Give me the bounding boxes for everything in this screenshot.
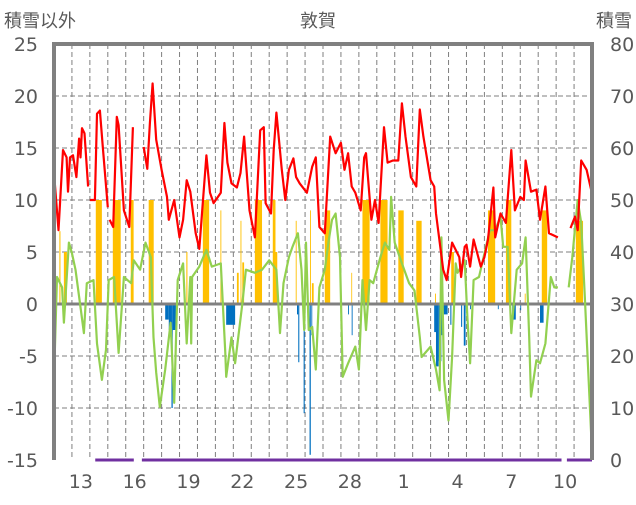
orange-bar <box>416 220 422 304</box>
x-tick-label: 7 <box>505 471 517 493</box>
x-tick-label: 25 <box>284 471 308 493</box>
orange-bar <box>362 200 370 304</box>
orange-bar <box>575 220 584 304</box>
blue-bar <box>298 304 300 363</box>
blue-bar <box>461 304 463 327</box>
right-tick-label: 40 <box>610 242 634 264</box>
orange-bar <box>380 200 388 304</box>
right-tick-label: 80 <box>610 34 634 56</box>
blue-bar <box>450 304 452 325</box>
blue-bar <box>463 304 466 346</box>
x-tick-label: 13 <box>69 471 93 493</box>
blue-bar <box>309 304 311 455</box>
left-y-axis: 25 20 15 10 5 0 -5 -10 -15 <box>7 34 38 472</box>
orange-bar <box>236 272 239 304</box>
x-tick-label: 1 <box>398 471 410 493</box>
orange-bar <box>487 210 496 304</box>
x-tick-label: 22 <box>230 471 254 493</box>
orange-bar <box>148 200 154 304</box>
orange-bar <box>524 293 526 304</box>
blue-bar <box>497 304 499 310</box>
right-tick-label: 70 <box>610 86 634 108</box>
x-tick-label: 28 <box>338 471 362 493</box>
right-tick-label: 60 <box>610 138 634 160</box>
left-tick-label: 15 <box>14 138 38 160</box>
left-tick-label: 10 <box>14 190 38 212</box>
right-y-axis: 80 70 60 50 40 30 20 10 0 <box>610 34 634 472</box>
gridlines <box>54 44 592 460</box>
left-tick-label: -10 <box>7 398 38 420</box>
blue-bar <box>443 304 448 315</box>
x-axis: 13 16 19 22 25 28 1 4 7 10 <box>69 471 577 493</box>
blue-bar <box>434 304 436 333</box>
orange-bar <box>254 200 263 304</box>
plot-border <box>52 42 594 460</box>
orange-bar <box>311 283 314 304</box>
right-axis-label: 積雪 <box>596 11 632 32</box>
orange-bar <box>310 210 311 304</box>
blue-bar <box>539 304 544 323</box>
right-tick-label: 0 <box>610 450 622 472</box>
left-tick-label: -5 <box>19 346 38 368</box>
orange-bar <box>451 252 454 304</box>
plot-frame <box>52 42 594 460</box>
x-tick-label: 4 <box>451 471 463 493</box>
x-tick-label: 16 <box>123 471 147 493</box>
orange-bar <box>240 220 242 304</box>
left-tick-label: -15 <box>7 450 38 472</box>
right-tick-label: 10 <box>610 398 634 420</box>
blue-bar <box>520 304 522 311</box>
right-tick-label: 50 <box>610 190 634 212</box>
bars <box>59 200 592 455</box>
orange-bar <box>95 200 102 304</box>
orange-bar <box>398 210 404 304</box>
blue-bar <box>311 304 313 336</box>
orange-bar <box>295 220 297 304</box>
blue-bar <box>303 304 305 414</box>
orange-bar <box>272 200 276 304</box>
red-series-line <box>52 82 593 282</box>
right-tick-label: 20 <box>610 346 634 368</box>
blue-bar <box>168 304 172 330</box>
orange-bar <box>63 252 67 304</box>
orange-bar <box>112 200 121 304</box>
blue-bar <box>172 304 176 330</box>
left-tick-label: 5 <box>26 242 38 264</box>
chart-title: 敦賀 <box>300 11 336 32</box>
blue-bar <box>348 304 350 315</box>
orange-bar <box>130 200 134 304</box>
orange-bar <box>220 210 222 304</box>
blue-bar <box>226 304 236 325</box>
orange-bar <box>242 262 245 304</box>
left-tick-label: 0 <box>26 294 38 316</box>
blue-bar <box>470 304 471 310</box>
lines <box>52 82 593 462</box>
orange-bar <box>59 231 61 304</box>
orange-bar <box>351 272 353 304</box>
left-axis-label: 積雪以外 <box>4 11 76 32</box>
left-tick-label: 20 <box>14 86 38 108</box>
blue-bar <box>435 304 439 367</box>
orange-bar <box>186 252 188 304</box>
x-tick-label: 19 <box>176 471 200 493</box>
orange-bar <box>435 293 436 304</box>
blue-bar <box>165 304 169 320</box>
blue-bar <box>351 304 353 336</box>
right-tick-label: 30 <box>610 294 634 316</box>
x-tick-label: 10 <box>553 471 577 493</box>
left-tick-label: 25 <box>14 34 38 56</box>
blue-bar <box>296 304 299 315</box>
orange-bar <box>541 210 548 304</box>
